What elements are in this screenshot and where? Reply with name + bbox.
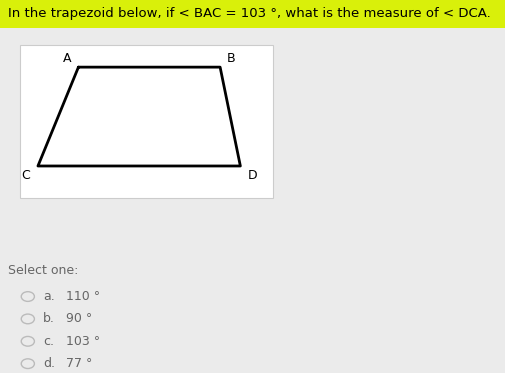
Bar <box>20 45 273 198</box>
Text: C: C <box>21 169 30 182</box>
Text: Select one:: Select one: <box>8 264 78 277</box>
Text: B: B <box>226 53 235 65</box>
Bar <box>0 0 505 28</box>
Text: 110 °: 110 ° <box>66 290 99 303</box>
Text: D: D <box>247 169 258 182</box>
Text: d.: d. <box>43 357 55 370</box>
Text: c.: c. <box>43 335 54 348</box>
Text: 77 °: 77 ° <box>66 357 92 370</box>
Text: In the trapezoid below, if < BAC = 103 °, what is the measure of < DCA.: In the trapezoid below, if < BAC = 103 °… <box>8 7 489 21</box>
Text: 103 °: 103 ° <box>66 335 99 348</box>
Text: A: A <box>63 53 71 65</box>
Text: b.: b. <box>43 313 55 325</box>
Text: a.: a. <box>43 290 55 303</box>
Text: 90 °: 90 ° <box>66 313 92 325</box>
